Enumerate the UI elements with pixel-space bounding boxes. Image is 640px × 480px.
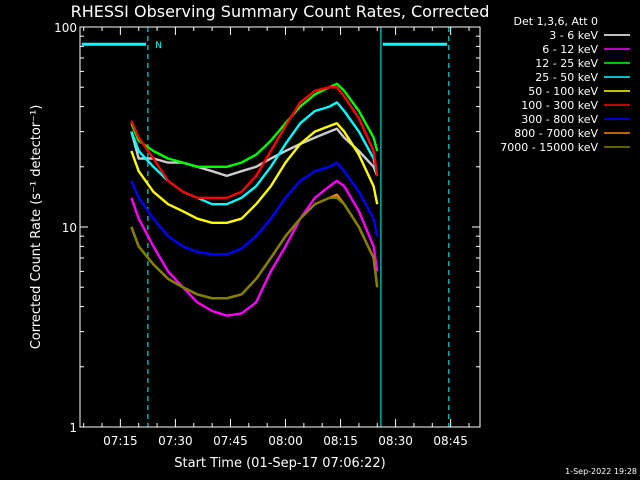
x-axis-label: Start Time (01-Sep-17 07:06:22) <box>174 456 385 471</box>
series-line-6 <box>130 161 379 256</box>
night-label: N <box>155 41 162 51</box>
x-tick-label: 07:45 <box>213 434 248 448</box>
legend-label: 12 - 25 keV <box>535 57 598 70</box>
legend-label: 6 - 12 keV <box>542 43 598 56</box>
series-lines <box>130 82 379 317</box>
series-line-4 <box>130 122 379 225</box>
x-tick-label: 07:30 <box>158 434 193 448</box>
series-line-2 <box>130 82 379 169</box>
series-line-1 <box>130 179 379 317</box>
x-axis: 07:15 07:30 07:45 08:00 08:15 08:30 08:45 <box>83 27 470 448</box>
series-line-5 <box>130 85 379 200</box>
legend-label: 25 - 50 keV <box>535 71 598 84</box>
legend-label: 50 - 100 keV <box>528 85 598 98</box>
y-axis: 1 10 100 <box>54 21 480 435</box>
legend-label: 300 - 800 keV <box>521 113 598 126</box>
y-tick-label: 1 <box>69 421 77 435</box>
x-tick-label: 08:15 <box>323 434 358 448</box>
legend-label: 800 - 7000 keV <box>514 127 598 140</box>
timestamp: 1-Sep-2022 19:28 <box>565 467 637 476</box>
series-line-8 <box>130 196 379 300</box>
y-tick-label: 10 <box>62 221 77 235</box>
chart-title: RHESSI Observing Summary Count Rates, Co… <box>71 2 490 21</box>
x-tick-label: 08:45 <box>433 434 468 448</box>
legend-label: 7000 - 15000 keV <box>500 141 598 154</box>
x-tick-label: 07:15 <box>103 434 138 448</box>
legend-label: 100 - 300 keV <box>521 99 598 112</box>
x-tick-label: 08:00 <box>268 434 303 448</box>
y-tick-label: 100 <box>54 21 77 35</box>
legend-label: 3 - 6 keV <box>549 29 598 42</box>
x-tick-label: 08:30 <box>378 434 413 448</box>
legend-title: Det 1,3,6, Att 0 <box>514 15 598 28</box>
y-axis-label: Corrected Count Rate (s⁻¹ detector⁻¹) <box>29 105 44 350</box>
